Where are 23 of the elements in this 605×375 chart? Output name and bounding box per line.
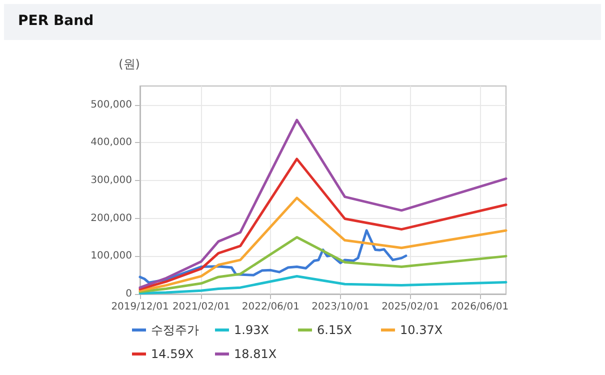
- y-tick-label: 200,000: [90, 212, 132, 224]
- legend-label: 14.59X: [151, 347, 194, 361]
- y-axis-title: (원): [118, 57, 140, 71]
- y-tick-label: 0: [126, 288, 132, 300]
- y-tick-label: 100,000: [90, 250, 132, 262]
- x-tick-label: 2022/06/01: [242, 302, 300, 312]
- y-tick-label: 500,000: [90, 99, 132, 110]
- legend-label: 18.81X: [234, 347, 277, 361]
- line-series: [138, 118, 508, 289]
- legend-label: 1.93X: [234, 323, 269, 337]
- x-tick-label: 2025/02/01: [382, 302, 440, 312]
- x-tick-label: 2019/12/01: [111, 302, 169, 312]
- line-series: [138, 158, 508, 290]
- y-tick-label: 400,000: [90, 137, 132, 148]
- legend-label: 6.15X: [317, 323, 352, 337]
- x-tick-label: 2026/06/01: [450, 302, 509, 312]
- chart-title: PER Band: [18, 13, 94, 29]
- x-tick-label: 2023/10/01: [312, 302, 370, 312]
- x-tick-label: 2021/02/01: [172, 302, 230, 312]
- legend-label: 수정주가: [151, 323, 199, 337]
- line-series: [138, 196, 508, 292]
- y-tick-label: 300,000: [90, 175, 132, 186]
- legend-label: 10.37X: [400, 323, 443, 337]
